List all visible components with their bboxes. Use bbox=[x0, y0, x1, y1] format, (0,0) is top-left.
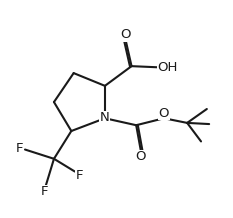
Text: OH: OH bbox=[158, 61, 178, 74]
Text: F: F bbox=[16, 142, 24, 155]
Text: N: N bbox=[100, 111, 110, 124]
Text: O: O bbox=[120, 28, 131, 41]
Text: O: O bbox=[136, 150, 146, 164]
Text: F: F bbox=[76, 169, 84, 182]
Text: O: O bbox=[159, 107, 169, 120]
Text: F: F bbox=[40, 185, 48, 198]
